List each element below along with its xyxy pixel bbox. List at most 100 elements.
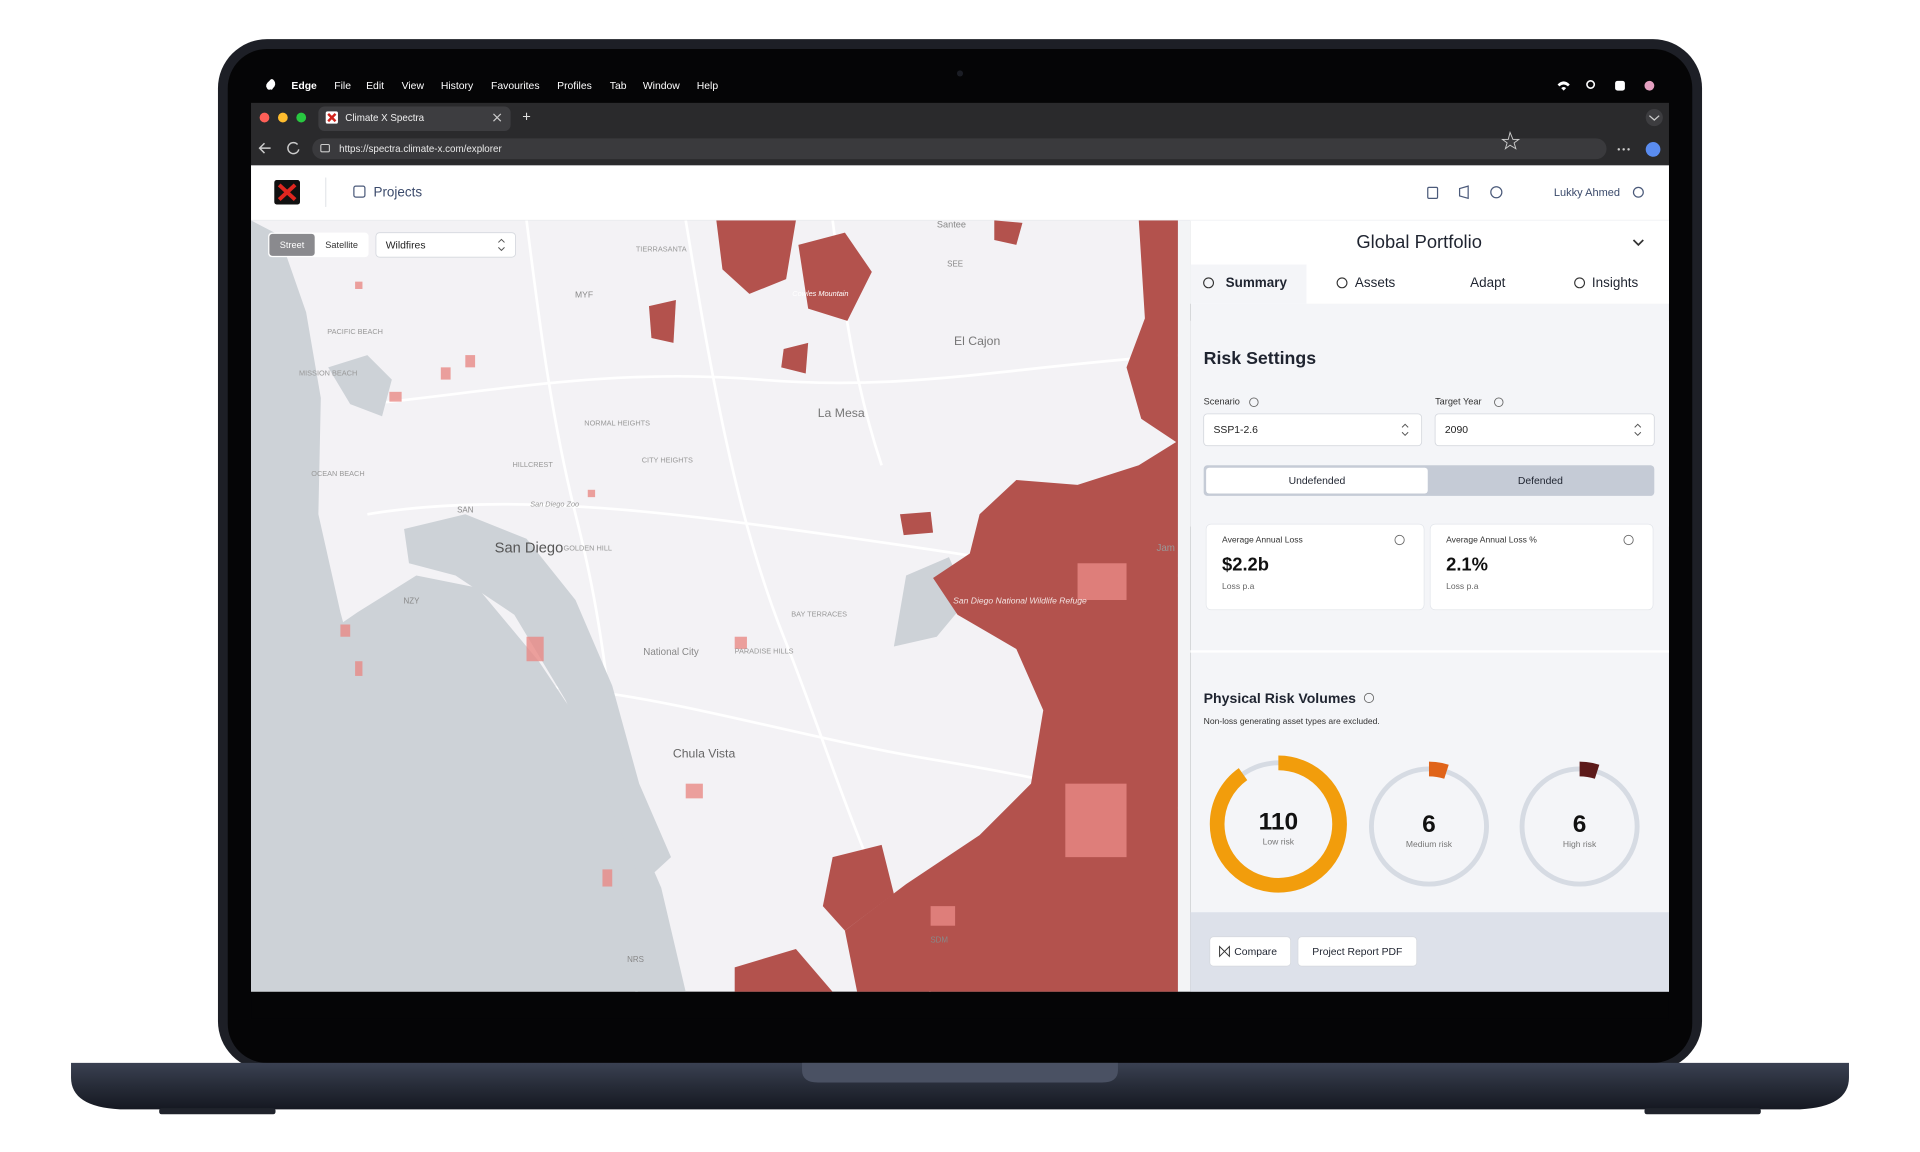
apple-logo <box>266 78 276 90</box>
address-bar[interactable] <box>312 138 1607 160</box>
tab-close[interactable] <box>493 113 502 122</box>
info-icon[interactable] <box>1249 397 1259 407</box>
map-label: San Diego Zoo <box>530 499 579 508</box>
map-label: MYF <box>575 289 593 299</box>
layer-select[interactable] <box>375 232 516 258</box>
panel-collapse[interactable] <box>1632 239 1644 247</box>
toggle-undefended[interactable] <box>1206 467 1428 494</box>
favorite-icon[interactable] <box>1501 130 1521 150</box>
status-icons <box>1557 80 1655 91</box>
info-icon[interactable] <box>1494 397 1504 407</box>
ocean <box>251 575 686 992</box>
map-label: NZY <box>403 596 420 605</box>
toggle-satellite-label[interactable]: Satellite <box>325 240 358 250</box>
browser-tab[interactable] <box>318 106 511 132</box>
logo-mark <box>277 183 297 202</box>
info-icon[interactable] <box>1394 534 1405 546</box>
panel-tabs: Summary Assets Adapt Insights <box>1203 275 1639 290</box>
gauge-label: Low risk <box>1263 837 1295 847</box>
help-icon[interactable] <box>1490 186 1503 199</box>
laptop-foot <box>159 1108 276 1115</box>
menu-item[interactable]: File <box>334 81 351 92</box>
menu-item[interactable]: View <box>402 81 425 92</box>
nav-projects[interactable]: Projects <box>373 184 422 199</box>
year-select[interactable] <box>1434 413 1655 447</box>
gauge-value: 6 <box>1573 811 1587 838</box>
tab-title: Climate X Spectra <box>345 113 424 124</box>
map[interactable] <box>251 220 1178 992</box>
tab-icon <box>1203 277 1215 289</box>
new-tab[interactable]: + <box>522 109 531 125</box>
panel-tab[interactable]: Adapt <box>1470 275 1505 290</box>
export-icon[interactable] <box>1427 186 1439 199</box>
report-label: Project Report PDF <box>1312 947 1402 958</box>
report-button[interactable] <box>1297 936 1418 967</box>
gauge-arc <box>1514 761 1645 892</box>
panel-gutter <box>1177 220 1191 992</box>
copilot-icon[interactable] <box>1645 142 1661 157</box>
menu-item[interactable]: Edit <box>366 81 384 92</box>
menu-item[interactable]: Window <box>643 81 680 92</box>
compare-label: Compare <box>1234 947 1277 958</box>
map-label: La Mesa <box>818 406 865 420</box>
tab-icon <box>1574 277 1586 289</box>
card-value: 2.1% <box>1446 554 1488 575</box>
toggle-street-label: Street <box>280 240 305 250</box>
reload-button[interactable] <box>287 141 300 155</box>
map-label: SEE <box>947 260 963 269</box>
toggle-street[interactable] <box>269 233 315 256</box>
more-icon[interactable] <box>1617 148 1630 151</box>
menu-item[interactable]: History <box>441 81 474 92</box>
compare-icon <box>1219 945 1230 958</box>
menu-item[interactable]: Help <box>697 81 719 92</box>
map-label: BAY TERRACES <box>791 610 847 619</box>
menu-item[interactable]: Tab <box>610 81 627 92</box>
menu-item[interactable]: Profiles <box>557 81 592 92</box>
compare-button[interactable] <box>1209 936 1291 967</box>
back-button[interactable] <box>258 142 271 154</box>
window-minimize[interactable] <box>277 112 288 123</box>
laptop-foot <box>1644 1108 1761 1115</box>
user-icon[interactable] <box>1632 186 1644 198</box>
volumes-subtitle: Non-loss generating asset types are excl… <box>1204 716 1380 726</box>
panel-tab[interactable]: Summary <box>1226 275 1288 290</box>
menu-item[interactable]: Favourites <box>491 81 540 92</box>
tab-menu-icon <box>1648 115 1660 121</box>
wildfire-layer-low <box>340 281 1127 926</box>
bay <box>404 514 672 885</box>
announce-icon[interactable] <box>1458 185 1469 200</box>
menu-app[interactable]: Edge <box>291 81 317 92</box>
gauge-value: 110 <box>1259 808 1298 835</box>
info-icon[interactable] <box>1363 692 1375 704</box>
scenario-select[interactable] <box>1203 413 1423 447</box>
map-label: MISSION BEACH <box>299 368 357 377</box>
window-zoom[interactable] <box>296 112 307 123</box>
volumes-title: Physical Risk Volumes <box>1204 690 1356 706</box>
search-icon <box>1586 80 1596 89</box>
projects-icon <box>353 185 366 198</box>
window-close[interactable] <box>259 112 270 123</box>
wifi-icon <box>1557 81 1570 91</box>
map-label: Jam <box>1156 543 1174 554</box>
laptop-notch <box>802 1062 1118 1083</box>
panel-tab[interactable]: Insights <box>1592 275 1639 290</box>
year-value: 2090 <box>1445 425 1468 436</box>
risk-settings-title: Risk Settings <box>1204 348 1317 368</box>
loss-card <box>1205 523 1425 611</box>
tab-favicon-mark <box>327 113 337 123</box>
user-name[interactable]: Lukky Ahmed <box>1554 187 1620 199</box>
gauge-label: High risk <box>1563 839 1597 849</box>
card-note: Loss p.a <box>1446 581 1479 591</box>
loss-cards: Average Annual Loss $2.2b Loss p.a Average … <box>1205 523 1654 611</box>
tab-menu[interactable] <box>1645 108 1663 127</box>
header-icons <box>1427 185 1644 200</box>
toggle-defended-label[interactable]: Defended <box>1518 476 1563 487</box>
tab-icon <box>1336 277 1348 289</box>
gauge-arc <box>1209 755 1347 893</box>
info-icon[interactable] <box>1623 534 1634 546</box>
laptop-base <box>71 1062 1849 1110</box>
panel-tab[interactable]: Assets <box>1355 275 1396 290</box>
mission-bay <box>328 355 392 417</box>
